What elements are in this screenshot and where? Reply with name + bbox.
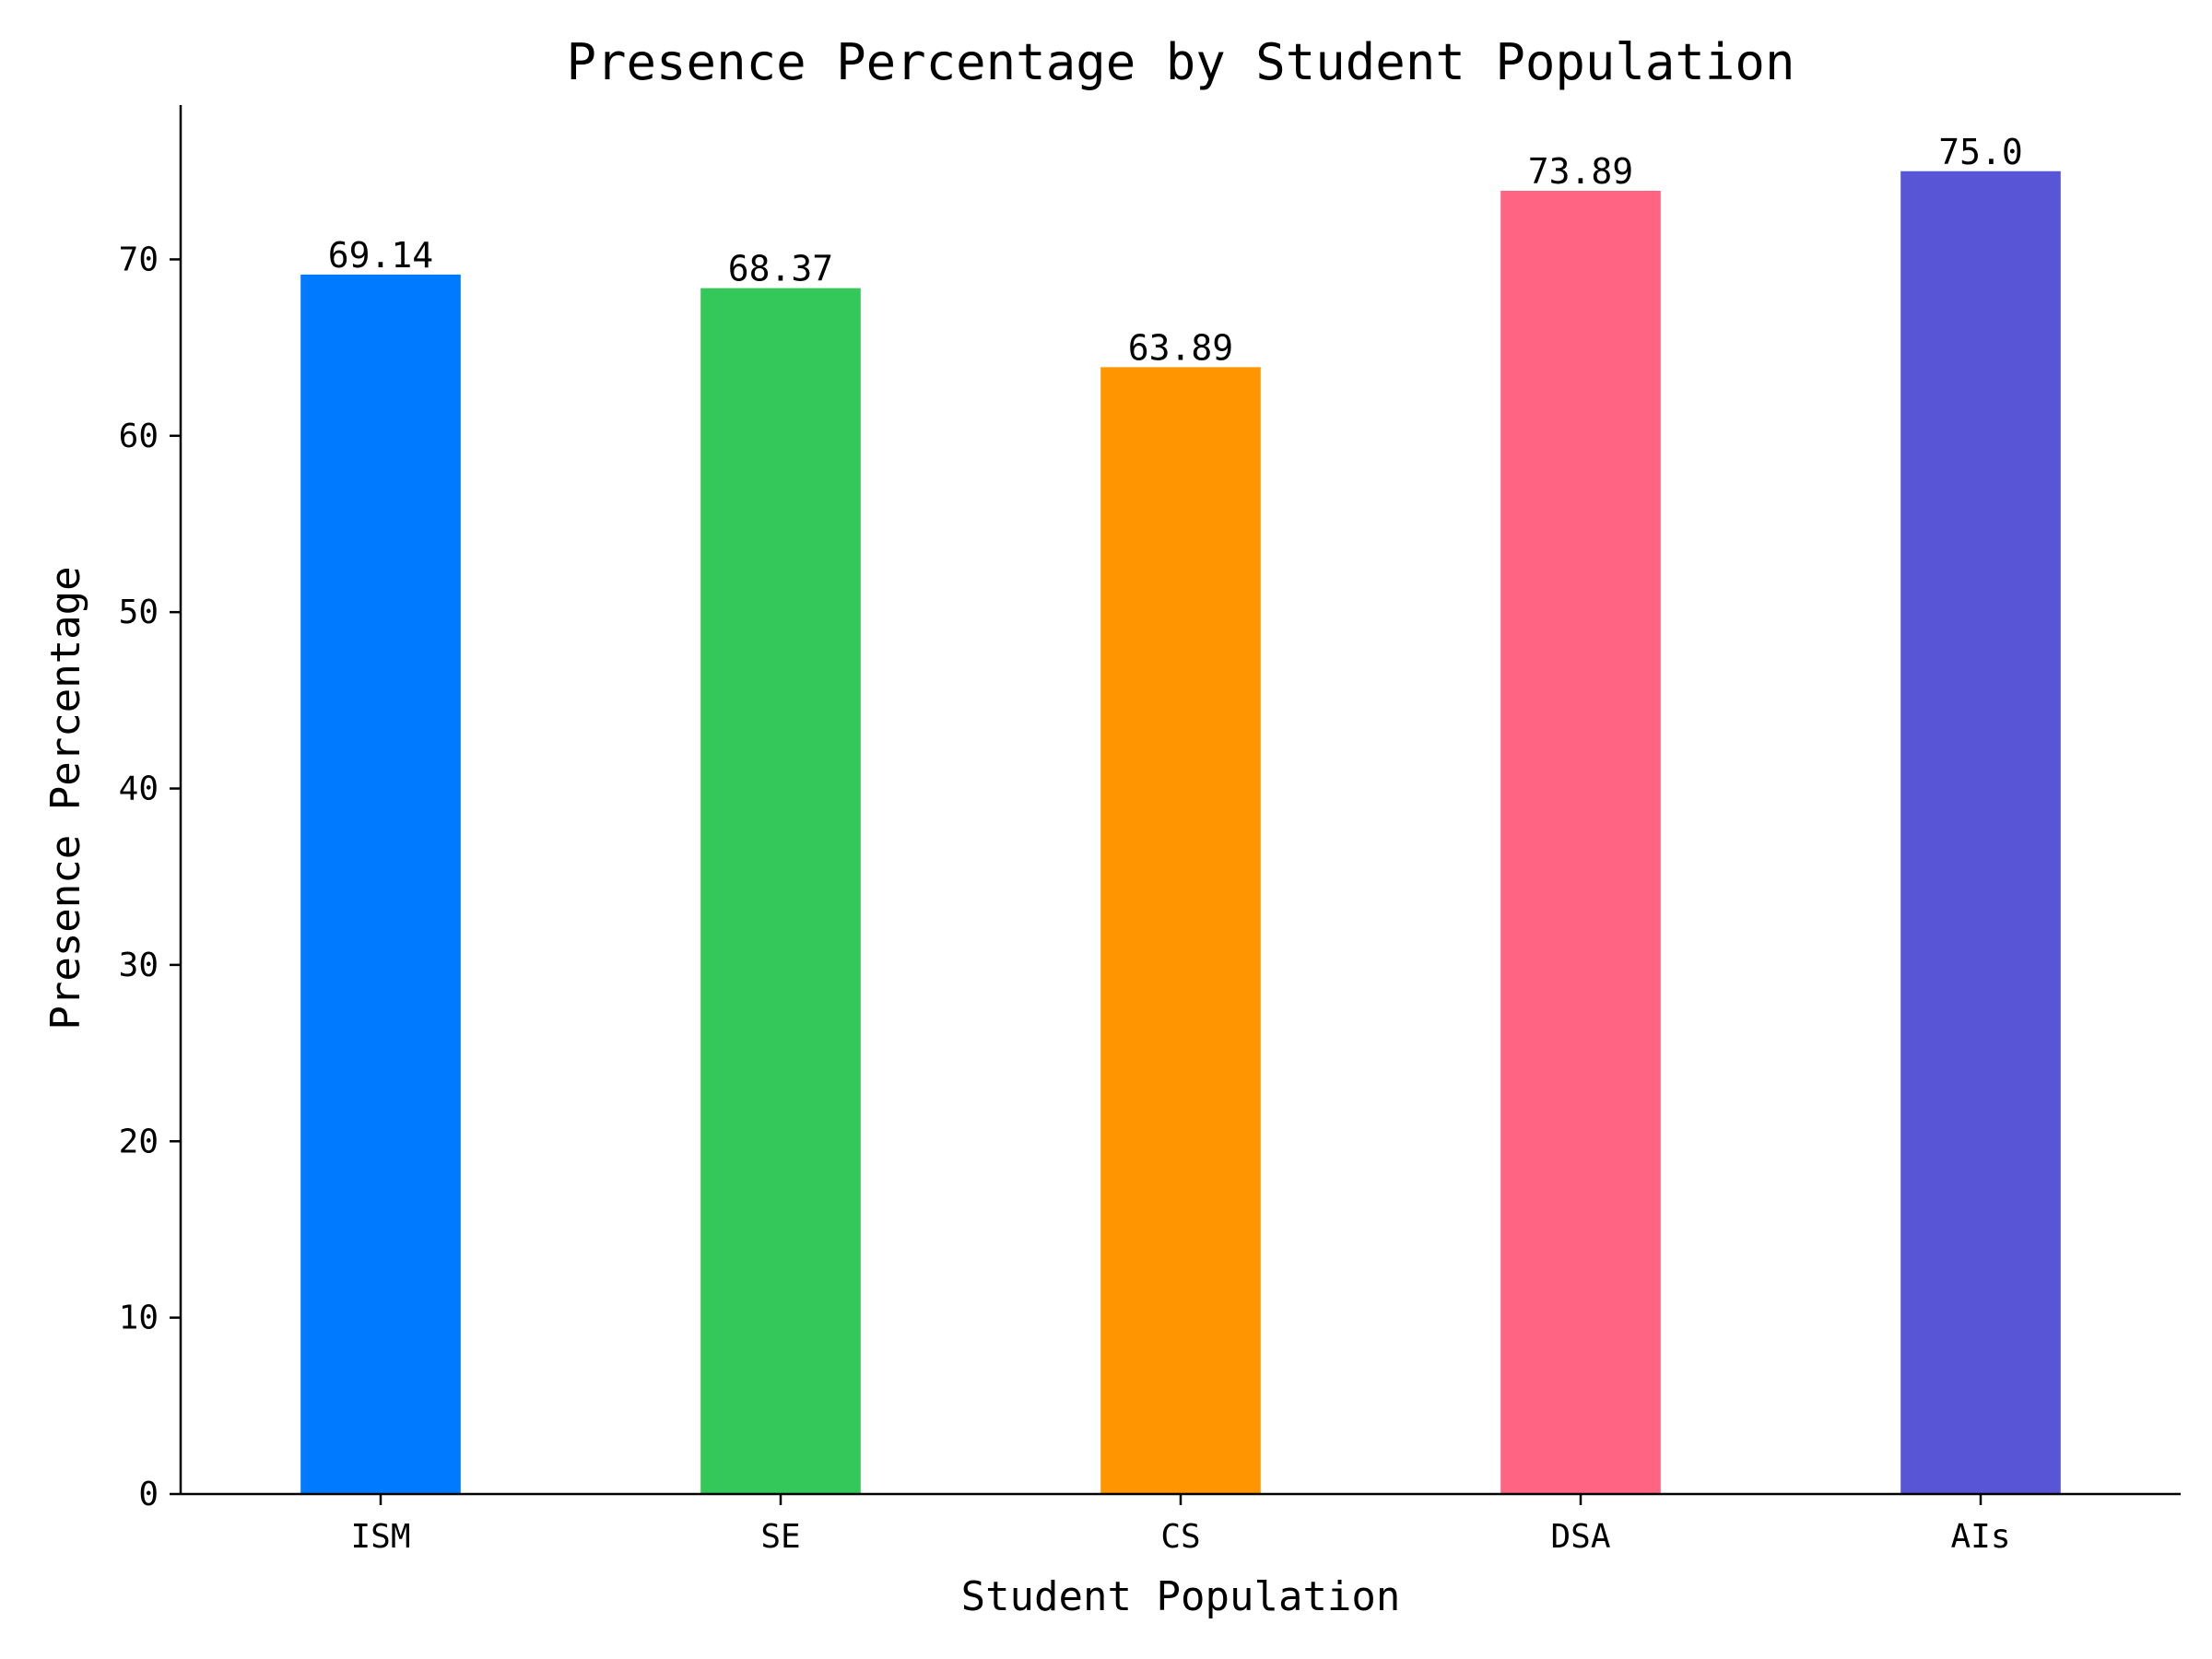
bar-cs: [1100, 367, 1261, 1494]
bar-dsa: [1500, 191, 1661, 1494]
data-label-ais: 75.0: [1938, 132, 2023, 172]
bar-ais: [1900, 171, 2061, 1494]
bar-ism: [300, 274, 461, 1494]
data-label-cs: 63.89: [1128, 327, 1233, 368]
x-tick-label-cs: CS: [1160, 1518, 1200, 1556]
y-tick-label-30: 30: [119, 947, 159, 984]
x-tick-label-se: SE: [760, 1518, 800, 1556]
y-tick-label-70: 70: [119, 241, 159, 278]
y-axis-label: Presence Percentage: [42, 566, 89, 1030]
x-tick-label-ais: AIs: [1950, 1518, 2010, 1556]
bar-se: [700, 288, 861, 1494]
data-label-dsa: 73.89: [1528, 151, 1633, 192]
data-label-se: 68.37: [728, 249, 833, 289]
y-tick-label-0: 0: [138, 1476, 159, 1513]
y-tick-label-50: 50: [119, 594, 159, 631]
y-tick-label-20: 20: [119, 1123, 159, 1160]
y-axis-ticks: 0 10 20 30 40 50 60 70: [119, 241, 181, 1513]
y-tick-label-40: 40: [119, 771, 159, 808]
x-tick-label-ism: ISM: [350, 1518, 410, 1556]
bars: [300, 171, 2061, 1494]
data-labels: 69.14 68.37 63.89 73.89 75.0: [328, 132, 2023, 369]
x-axis-ticks: ISM SE CS DSA AIs: [350, 1494, 2011, 1556]
chart-title: Presence Percentage by Student Populatio…: [567, 33, 1795, 91]
data-label-ism: 69.14: [328, 235, 433, 276]
x-axis-label: Student Population: [961, 1573, 1401, 1620]
y-tick-label-60: 60: [119, 418, 159, 455]
y-tick-label-10: 10: [119, 1300, 159, 1337]
x-tick-label-dsa: DSA: [1550, 1518, 1610, 1556]
